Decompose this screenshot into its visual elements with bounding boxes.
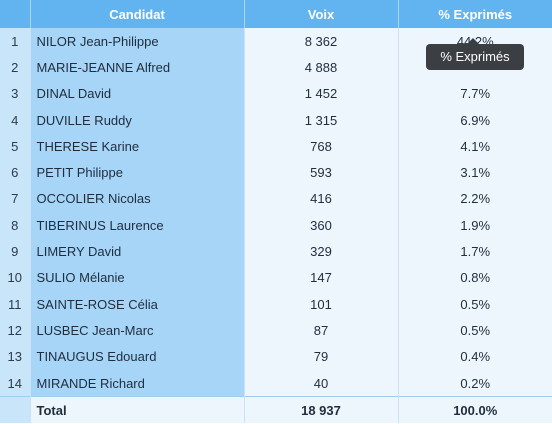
percent-cell: 0.4% (398, 343, 552, 370)
percent-cell: 0.2% (398, 369, 552, 397)
rank-cell: 8 (0, 212, 31, 239)
header-pct-exprimes[interactable]: % Exprimés (398, 0, 552, 28)
candidate-name: TINAUGUS Edouard (30, 343, 245, 370)
table-row: 13 TINAUGUS Edouard 79 0.4% (0, 343, 552, 370)
percent-cell: 0.5% (398, 290, 552, 318)
rank-cell: 3 (0, 80, 31, 107)
rank-cell: 12 (0, 317, 31, 344)
candidate-name: TIBERINUS Laurence (30, 212, 245, 239)
header-candidat[interactable]: Candidat (30, 0, 245, 28)
rank-cell: 9 (0, 238, 31, 265)
votes-cell: 329 (244, 238, 399, 265)
candidate-name: SAINTE-ROSE Célia (30, 290, 245, 318)
table-row: 2 MARIE-JEANNE Alfred 4 888 (0, 54, 552, 81)
rank-cell: 10 (0, 264, 31, 291)
total-rank-cell (0, 396, 31, 424)
total-voix: 18 937 (244, 396, 399, 424)
percent-cell: 4.1% (398, 133, 552, 160)
votes-cell: 416 (244, 185, 399, 213)
votes-cell: 1 452 (244, 80, 399, 107)
candidate-name: LUSBEC Jean-Marc (30, 317, 245, 344)
table-row: 11 SAINTE-ROSE Célia 101 0.5% (0, 290, 552, 318)
total-row: Total 18 937 100.0% (0, 396, 552, 424)
percent-cell: 0.8% (398, 264, 552, 291)
table-row: 7 OCCOLIER Nicolas 416 2.2% (0, 185, 552, 213)
rank-cell: 4 (0, 106, 31, 134)
rank-cell: 2 (0, 54, 31, 81)
table-row: 10 SULIO Mélanie 147 0.8% (0, 264, 552, 291)
percent-cell: 2.2% (398, 185, 552, 213)
table-row: 12 LUSBEC Jean-Marc 87 0.5% (0, 317, 552, 344)
total-label: Total (30, 396, 245, 424)
percent-cell: 6.9% (398, 106, 552, 134)
votes-cell: 1 315 (244, 106, 399, 134)
rank-cell: 11 (0, 290, 31, 318)
votes-cell: 8 362 (244, 28, 399, 55)
votes-cell: 101 (244, 290, 399, 318)
candidate-name: MARIE-JEANNE Alfred (30, 54, 245, 81)
rank-cell: 1 (0, 28, 31, 55)
candidate-name: THERESE Karine (30, 133, 245, 160)
candidate-name: SULIO Mélanie (30, 264, 245, 291)
rank-cell: 6 (0, 159, 31, 186)
percent-cell: 1.7% (398, 238, 552, 265)
rank-cell: 14 (0, 369, 31, 397)
votes-cell: 79 (244, 343, 399, 370)
table-row: 5 THERESE Karine 768 4.1% (0, 133, 552, 160)
percent-cell: 0.5% (398, 317, 552, 344)
rank-cell: 7 (0, 185, 31, 213)
table-row: 4 DUVILLE Ruddy 1 315 6.9% (0, 106, 552, 134)
table-row: 8 TIBERINUS Laurence 360 1.9% (0, 212, 552, 239)
votes-cell: 593 (244, 159, 399, 186)
votes-cell: 4 888 (244, 54, 399, 81)
percent-cell: 7.7% (398, 80, 552, 107)
votes-cell: 768 (244, 133, 399, 160)
total-pct: 100.0% (398, 396, 552, 424)
candidate-name: PETIT Philippe (30, 159, 245, 186)
percent-cell: 1.9% (398, 212, 552, 239)
votes-cell: 360 (244, 212, 399, 239)
table-row: 14 MIRANDE Richard 40 0.2% (0, 369, 552, 397)
rank-cell: 13 (0, 343, 31, 370)
percent-cell: 3.1% (398, 159, 552, 186)
header-row: Candidat Voix % Exprimés (0, 0, 552, 28)
header-rank (0, 0, 31, 28)
table-row: 6 PETIT Philippe 593 3.1% (0, 159, 552, 186)
candidate-name: OCCOLIER Nicolas (30, 185, 245, 213)
table-row: 3 DINAL David 1 452 7.7% (0, 80, 552, 107)
votes-cell: 87 (244, 317, 399, 344)
votes-cell: 147 (244, 264, 399, 291)
column-tooltip: % Exprimés (426, 38, 524, 70)
candidate-name: LIMERY David (30, 238, 245, 265)
candidate-name: NILOR Jean-Philippe (30, 28, 245, 55)
rank-cell: 5 (0, 133, 31, 160)
table-row: 9 LIMERY David 329 1.7% (0, 238, 552, 265)
votes-cell: 40 (244, 369, 399, 397)
candidate-name: DINAL David (30, 80, 245, 107)
candidate-name: DUVILLE Ruddy (30, 106, 245, 134)
candidate-name: MIRANDE Richard (30, 369, 245, 397)
header-voix[interactable]: Voix (244, 0, 399, 28)
